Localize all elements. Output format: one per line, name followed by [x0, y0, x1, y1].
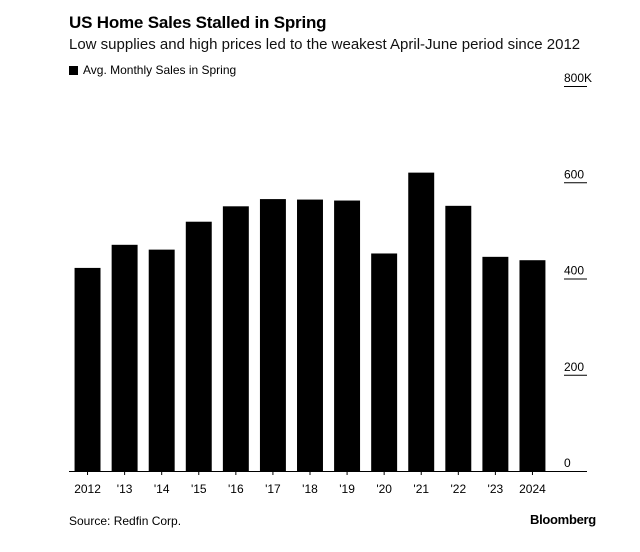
- y-tick-label: 0: [564, 456, 571, 470]
- y-tick-label: 200: [564, 360, 584, 374]
- x-tick-label: '15: [191, 482, 207, 496]
- x-tick-label: '14: [154, 482, 170, 496]
- bar-2024: [519, 260, 546, 471]
- x-tick-label: '21: [413, 482, 429, 496]
- x-tick-label: '19: [339, 482, 355, 496]
- y-tick-label: 800K: [564, 71, 592, 85]
- bar-21: [408, 172, 435, 472]
- bars-group: [74, 172, 546, 472]
- x-tick-label: '16: [228, 482, 244, 496]
- x-tick-label: 2012: [74, 482, 101, 496]
- bar-13: [111, 244, 138, 471]
- bar-14: [148, 249, 175, 471]
- y-tick-label: 600: [564, 167, 584, 181]
- brand-logo-text: Bloomberg: [530, 512, 596, 527]
- x-tick-label: '13: [117, 482, 133, 496]
- x-tick-label: 2024: [519, 482, 546, 496]
- bar-2012: [74, 267, 101, 471]
- bar-20: [371, 253, 398, 471]
- x-tick-label: '17: [265, 482, 281, 496]
- legend-label: Avg. Monthly Sales in Spring: [83, 63, 237, 77]
- x-tick-label: '22: [450, 482, 466, 496]
- source-note: Source: Redfin Corp.: [69, 514, 182, 528]
- x-axis: 2012 '13 '14 '15 '16 '17 '18 '19 '20 '21 '22 '23 202…: [69, 471, 587, 496]
- y-axis: 0 200 400 600 800K: [564, 71, 592, 470]
- chart-subtitle: Low supplies and high prices led to the …: [69, 36, 581, 53]
- x-tick-label: '23: [488, 482, 504, 496]
- bar-19: [334, 200, 361, 472]
- bar-17: [259, 199, 286, 471]
- y-tick-label: 400: [564, 264, 584, 278]
- bar-18: [297, 199, 323, 471]
- x-tick-label: '20: [376, 482, 392, 496]
- bar-22: [445, 205, 472, 471]
- legend-swatch: [69, 65, 78, 75]
- bar-15: [185, 221, 212, 471]
- chart-title: US Home Sales Stalled in Spring: [69, 13, 327, 32]
- bar-16: [222, 206, 249, 471]
- bar-23: [482, 256, 509, 471]
- x-tick-label: '18: [302, 482, 318, 496]
- legend: Avg. Monthly Sales in Spring: [69, 63, 236, 77]
